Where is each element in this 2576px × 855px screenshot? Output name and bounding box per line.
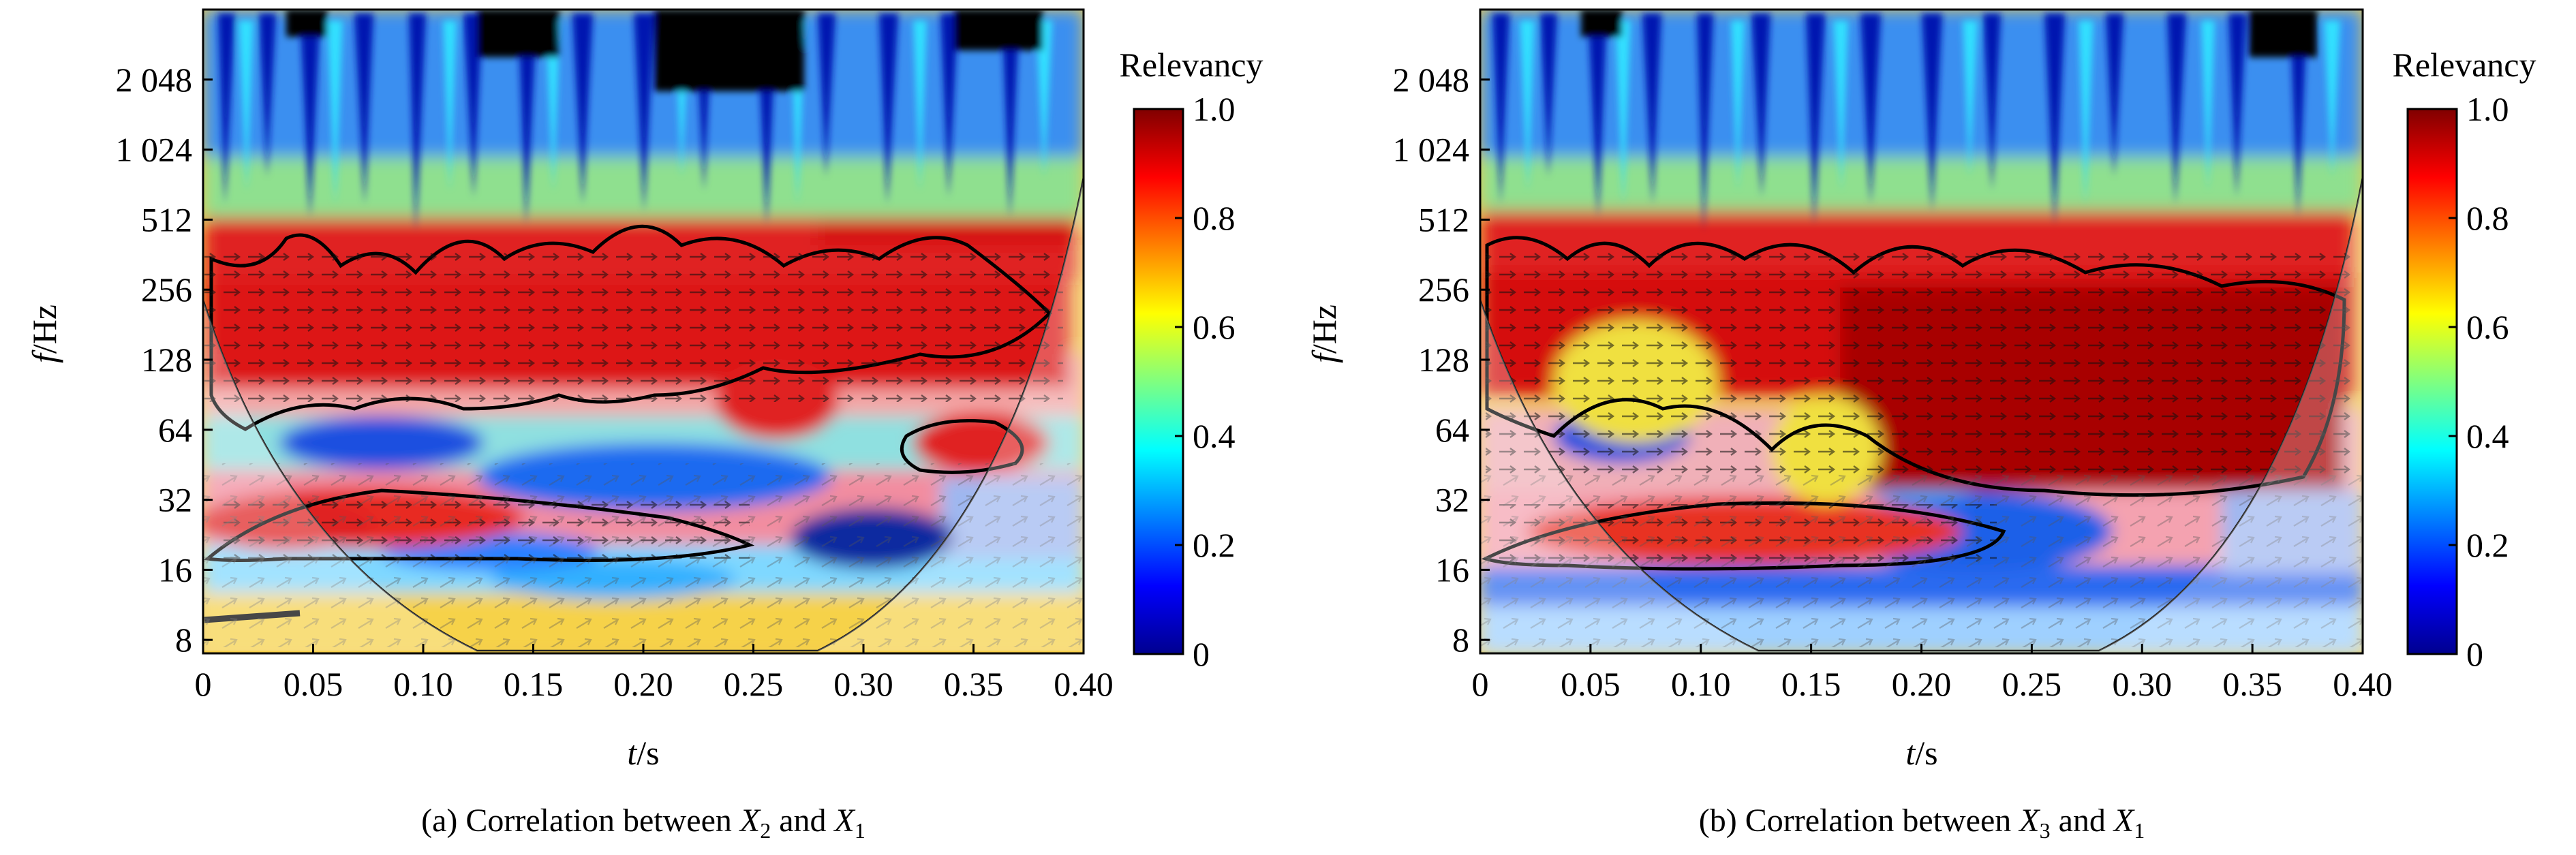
x-tick-label: 0.20 bbox=[1892, 665, 1952, 703]
colorbar-tick-label: 0.4 bbox=[1193, 417, 1236, 455]
heatmap-b bbox=[1480, 10, 2363, 653]
y-tick-label: 2 048 bbox=[116, 61, 193, 99]
x-tick-label: 0.25 bbox=[724, 665, 784, 703]
colorbar-tick-label: 0.4 bbox=[2466, 417, 2509, 455]
colorbar-a: Relevancy 0 0.2 0.4 0.6 0.8 1.0 bbox=[1119, 46, 1263, 673]
y-tick-label: 1 024 bbox=[116, 131, 193, 169]
colorbar-title-a: Relevancy bbox=[1119, 46, 1263, 84]
y-ticks-b: 8 16 32 64 128 256 512 1 024 2 048 bbox=[1393, 61, 1490, 659]
y-tick-label: 8 bbox=[175, 621, 192, 659]
colorbar-tick-label: 0.6 bbox=[2466, 308, 2509, 346]
colorbar-tick-label: 0.8 bbox=[2466, 199, 2509, 237]
x-tick-label: 0 bbox=[195, 665, 212, 703]
x-axis-label-a: t/s bbox=[627, 734, 659, 772]
y-axis-label-b: f/Hz bbox=[1305, 305, 1343, 363]
x-tick-label: 0.10 bbox=[393, 665, 453, 703]
y-ticks-a: 8 16 32 64 128 256 512 1 024 2 048 bbox=[116, 61, 213, 659]
x-tick-label: 0.25 bbox=[2002, 665, 2062, 703]
x-tick-label: 0.40 bbox=[1054, 665, 1114, 703]
x-tick-label: 0.35 bbox=[944, 665, 1004, 703]
x-tick-label: 0.30 bbox=[833, 665, 893, 703]
colorbar-b: Relevancy 0 0.2 0.4 0.6 0.8 1.0 bbox=[2392, 46, 2536, 673]
x-tick-label: 0.05 bbox=[1561, 665, 1621, 703]
y-tick-label: 32 bbox=[1435, 481, 1469, 519]
colorbar-tick-label: 1.0 bbox=[2466, 90, 2509, 128]
colorbar-tick-label: 0.2 bbox=[1193, 526, 1236, 564]
y-tick-label: 2 048 bbox=[1393, 61, 1470, 99]
y-tick-label: 8 bbox=[1452, 621, 1469, 659]
x-tick-label: 0.10 bbox=[1671, 665, 1731, 703]
y-tick-label: 256 bbox=[141, 270, 192, 309]
x-axis-label-b: t/s bbox=[1905, 734, 1937, 772]
y-tick-label: 16 bbox=[1435, 550, 1469, 589]
colorbar-gradient-a bbox=[1133, 108, 1184, 655]
colorbar-tick-label: 0.6 bbox=[1193, 308, 1236, 346]
y-tick-label: 32 bbox=[158, 481, 192, 519]
colorbar-tick-label: 1.0 bbox=[1193, 90, 1236, 128]
x-ticks-b: 0 0.05 0.10 0.15 0.20 0.25 0.30 0.35 0.40 bbox=[1472, 644, 2393, 703]
colorbar-tick-label: 0.2 bbox=[2466, 526, 2509, 564]
colorbar-tick-label: 0 bbox=[1193, 635, 1210, 673]
colorbar-tick-label: 0 bbox=[2466, 635, 2483, 673]
panel-a: 8 16 32 64 128 256 512 1 024 2 048 0 0.05 0.10 0.15… bbox=[25, 8, 1263, 843]
x-tick-label: 0.40 bbox=[2333, 665, 2393, 703]
cone-of-influence-b bbox=[1480, 10, 2363, 652]
y-tick-label: 256 bbox=[1418, 270, 1469, 309]
y-tick-label: 64 bbox=[1435, 411, 1469, 449]
colorbar-title-b: Relevancy bbox=[2392, 46, 2536, 84]
x-tick-label: 0.15 bbox=[1781, 665, 1841, 703]
heatmap-a bbox=[203, 10, 1084, 653]
colorbar-gradient-b bbox=[2406, 108, 2458, 655]
x-tick-label: 0.30 bbox=[2113, 665, 2173, 703]
x-tick-label: 0.20 bbox=[613, 665, 673, 703]
y-tick-label: 64 bbox=[158, 411, 192, 449]
x-tick-label: 0.35 bbox=[2222, 665, 2282, 703]
colorbar-tick-label: 0.8 bbox=[1193, 199, 1236, 237]
y-tick-label: 128 bbox=[141, 341, 192, 379]
y-tick-label: 16 bbox=[158, 550, 192, 589]
caption-a: (a) Correlation between X2 and X1 bbox=[421, 803, 865, 843]
y-tick-label: 128 bbox=[1418, 341, 1469, 379]
caption-b: (b) Correlation between X3 and X1 bbox=[1699, 803, 2145, 843]
x-tick-label: 0.05 bbox=[283, 665, 343, 703]
cone-of-influence bbox=[203, 10, 1084, 652]
x-tick-label: 0.15 bbox=[504, 665, 564, 703]
y-tick-label: 512 bbox=[141, 200, 192, 238]
x-ticks-a: 0 0.05 0.10 0.15 0.20 0.25 0.30 0.35 0.40 bbox=[195, 644, 1114, 703]
y-axis-label-a: f/Hz bbox=[25, 305, 63, 363]
y-tick-label: 512 bbox=[1418, 200, 1469, 238]
panel-b: 8 16 32 64 128 256 512 1 024 2 048 0 0.05 0.10 0.15… bbox=[1305, 8, 2536, 843]
y-tick-label: 1 024 bbox=[1393, 131, 1470, 169]
x-tick-label: 0 bbox=[1472, 665, 1489, 703]
